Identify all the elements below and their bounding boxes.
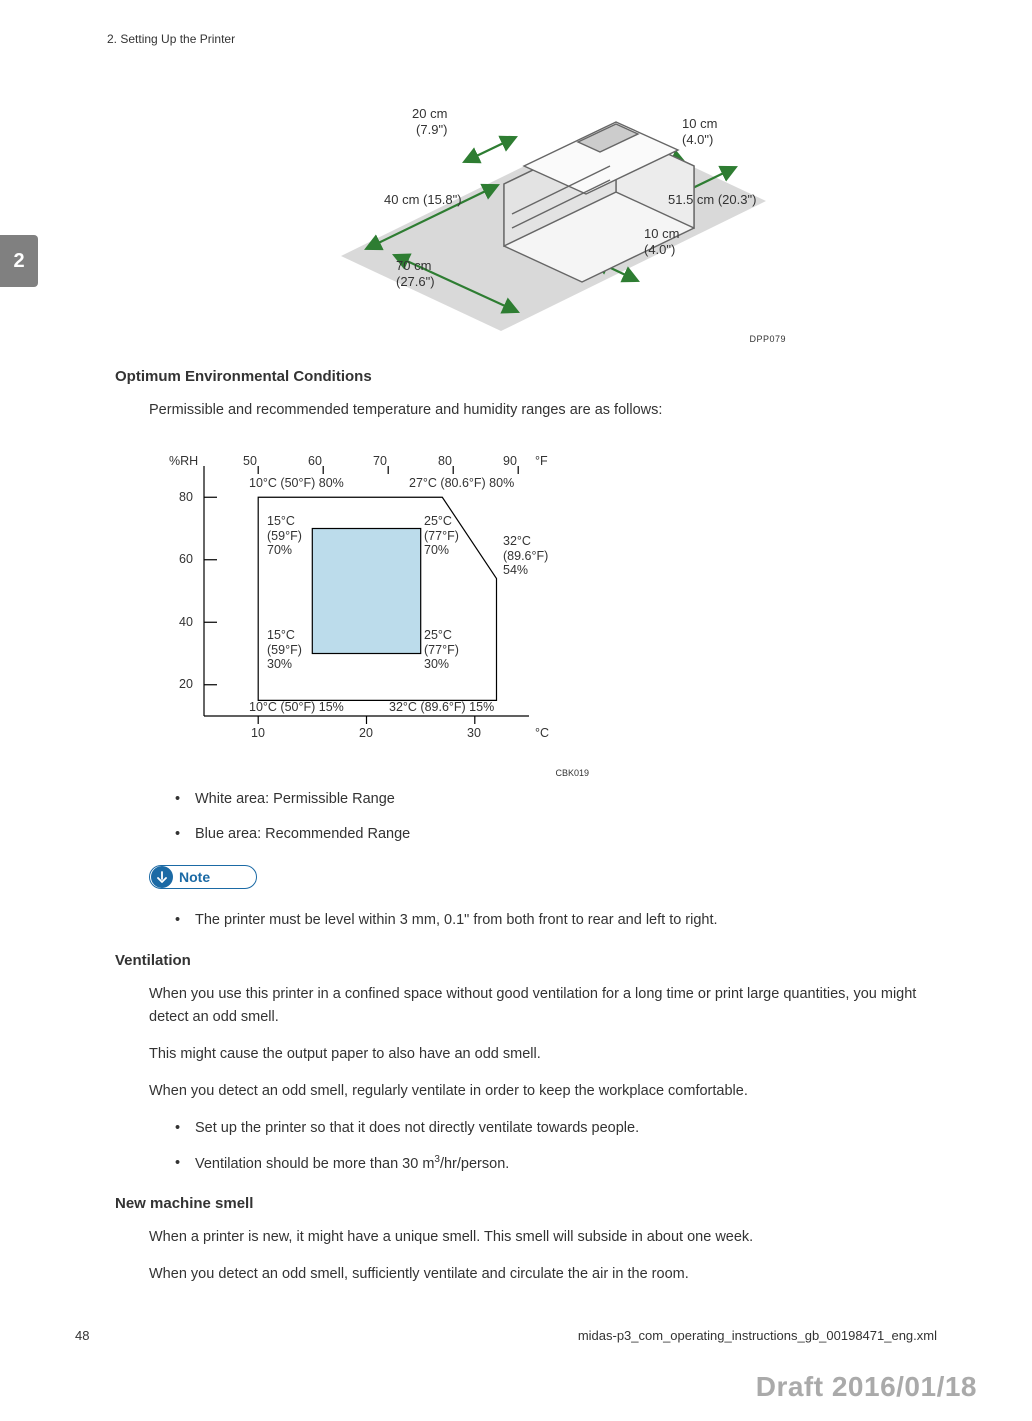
ytick-80: 80 (179, 490, 193, 504)
dim-10cm-top: 10 cm (4.0") (682, 116, 717, 149)
para-vent3: When you detect an odd smell, regularly … (149, 1080, 937, 1103)
dim-70cm: 70 cm (27.6") (396, 258, 435, 291)
down-arrow-icon (151, 866, 173, 888)
env-chart: %RH °F °C 80 60 40 20 50 60 70 80 90 10 … (149, 436, 589, 772)
page-footer: 48 midas-p3_com_operating_instructions_g… (75, 1328, 937, 1343)
dim-20cm: 20 cm (7.9") (412, 106, 447, 139)
para-vent1: When you use this printer in a confined … (149, 983, 937, 1029)
heading-optimum: Optimum Environmental Conditions (115, 368, 937, 385)
pt8: 10°C (50°F) 15% (249, 700, 344, 714)
para-vent2: This might cause the output paper to als… (149, 1043, 937, 1066)
axis-c: °C (535, 726, 549, 740)
pt5: 32°C(89.6°F)54% (503, 534, 548, 577)
pt7: 25°C(77°F)30% (424, 628, 459, 671)
xf-90: 90 (503, 454, 517, 468)
para-smell2: When you detect an odd smell, sufficient… (149, 1263, 937, 1286)
pt6: 15°C(59°F)30% (267, 628, 302, 671)
pt4: 25°C(77°F)70% (424, 514, 459, 557)
xf-80: 80 (438, 454, 452, 468)
ytick-40: 40 (179, 615, 193, 629)
xc-10: 10 (251, 726, 265, 740)
list-item: •Blue area: Recommended Range (175, 823, 937, 845)
note-badge: Note (149, 865, 257, 889)
pt9: 32°C (89.6°F) 15% (389, 700, 494, 714)
source-file: midas-p3_com_operating_instructions_gb_0… (578, 1328, 937, 1343)
note-label: Note (179, 869, 210, 885)
list-item: •White area: Permissible Range (175, 788, 937, 810)
list-item: •Set up the printer so that it does not … (175, 1117, 937, 1139)
chart-code: CBK019 (555, 768, 589, 778)
ytick-60: 60 (179, 552, 193, 566)
heading-smell: New machine smell (115, 1195, 937, 1212)
diagram1-code: DPP079 (749, 334, 786, 344)
pt1: 10°C (50°F) 80% (249, 476, 344, 490)
chapter-tab: 2 (0, 235, 38, 287)
pt2: 27°C (80.6°F) 80% (409, 476, 514, 490)
page-header: 2. Setting Up the Printer (107, 32, 937, 46)
para-optimum: Permissible and recommended temperature … (149, 399, 937, 422)
note-list: •The printer must be level within 3 mm, … (175, 909, 937, 931)
page-number: 48 (75, 1328, 89, 1343)
axis-f: °F (535, 454, 548, 468)
ytick-20: 20 (179, 677, 193, 691)
xf-50: 50 (243, 454, 257, 468)
dim-10cm-bot: 10 cm (4.0") (644, 226, 679, 259)
list-item: • Ventilation should be more than 30 m3/… (175, 1152, 937, 1175)
axis-rh: %RH (169, 454, 198, 468)
xf-70: 70 (373, 454, 387, 468)
xc-20: 20 (359, 726, 373, 740)
heading-ventilation: Ventilation (115, 952, 937, 969)
printer-dimensions-diagram: 20 cm (7.9") 10 cm (4.0") 40 cm (15.8") … (115, 86, 937, 344)
vent-list: •Set up the printer so that it does not … (175, 1117, 937, 1175)
range-legend-list: •White area: Permissible Range •Blue are… (175, 788, 937, 845)
para-smell1: When a printer is new, it might have a u… (149, 1226, 937, 1249)
dim-40cm: 40 cm (15.8") (384, 192, 462, 208)
draft-stamp: Draft 2016/01/18 (756, 1371, 977, 1403)
xc-30: 30 (467, 726, 481, 740)
dim-515cm: 51.5 cm (20.3") (668, 192, 756, 208)
xf-60: 60 (308, 454, 322, 468)
list-item: •The printer must be level within 3 mm, … (175, 909, 937, 931)
pt3: 15°C(59°F)70% (267, 514, 302, 557)
